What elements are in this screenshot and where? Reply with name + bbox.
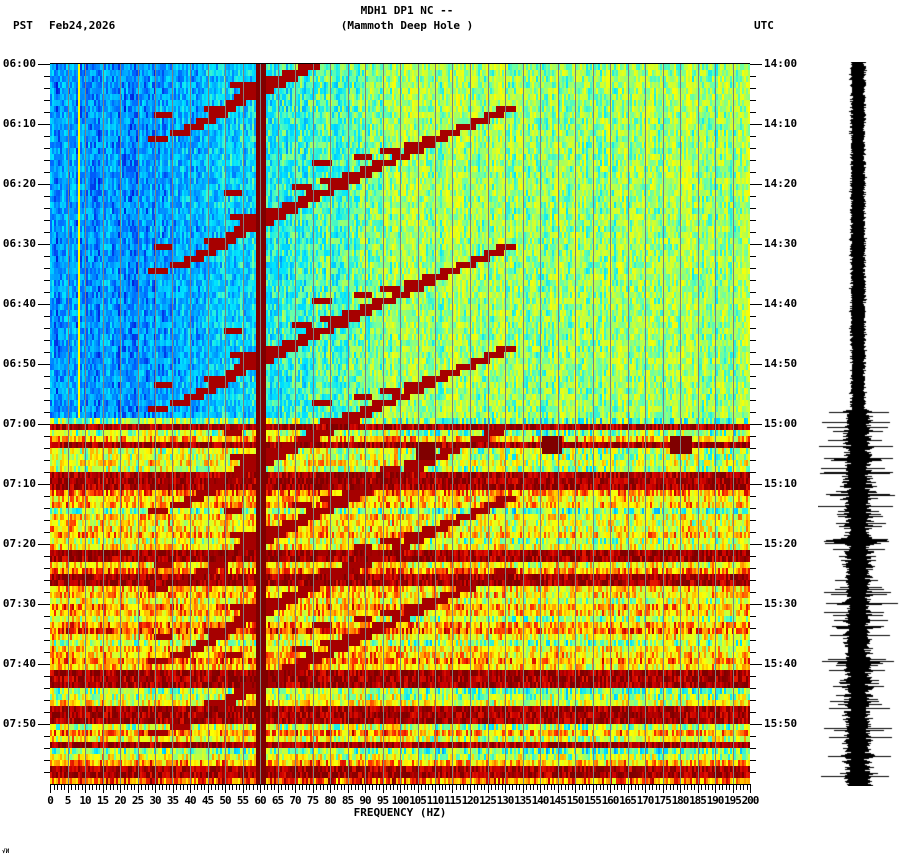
time-label-pst: 06:50	[2, 357, 36, 370]
right-timezone-label: UTC	[754, 19, 774, 32]
frequency-tick-label: 0	[47, 794, 54, 807]
frequency-tick-label: 100	[391, 794, 410, 807]
frequency-tick-label: 180	[671, 794, 690, 807]
left-timezone-label: PST	[13, 19, 33, 32]
location-title: (Mammoth Deep Hole )	[340, 19, 474, 32]
frequency-tick-label: 90	[359, 794, 371, 807]
time-label-utc: 15:40	[764, 657, 798, 670]
frequency-tick-label: 125	[479, 794, 497, 807]
time-label-utc: 14:10	[764, 117, 798, 130]
frequency-tick-label: 75	[306, 794, 319, 807]
time-label-utc: 14:50	[764, 357, 798, 370]
frequency-tick-label: 70	[289, 794, 301, 807]
time-label-utc: 15:20	[764, 537, 798, 550]
time-label-pst: 07:40	[2, 657, 36, 670]
frequency-tick-label: 150	[566, 794, 585, 807]
date-label: Feb24,2026	[49, 19, 116, 32]
time-label-pst: 07:20	[2, 537, 36, 550]
time-label-utc: 14:00	[764, 57, 798, 70]
seismogram-trace	[818, 62, 900, 786]
time-label-utc: 14:20	[764, 177, 798, 190]
frequency-tick-label: 55	[236, 794, 249, 807]
frequency-tick-label: 10	[79, 794, 91, 807]
frequency-tick-label: 60	[254, 794, 266, 807]
frequency-tick-label: 95	[376, 794, 389, 807]
time-label-pst: 06:00	[2, 57, 36, 70]
corner-logo-icon: √И	[2, 848, 10, 855]
frequency-tick-label: 80	[324, 794, 336, 807]
frequency-tick-label: 185	[689, 794, 707, 807]
time-label-pst: 06:10	[2, 117, 36, 130]
frequency-tick-label: 40	[184, 794, 196, 807]
frequency-tick-label: 25	[131, 794, 144, 807]
frequency-tick-label: 155	[584, 794, 602, 807]
time-label-pst: 07:00	[2, 417, 36, 430]
time-label-utc: 14:30	[764, 237, 798, 250]
frequency-tick-label: 175	[654, 794, 672, 807]
frequency-axis-title: FREQUENCY (HZ)	[353, 806, 447, 819]
frequency-tick-label: 15	[96, 794, 109, 807]
time-label-utc: 15:00	[764, 417, 798, 430]
frequency-tick-label: 35	[166, 794, 179, 807]
frequency-tick-label: 140	[531, 794, 550, 807]
plot-top-border	[50, 63, 750, 64]
frequency-tick-label: 65	[271, 794, 284, 807]
time-label-utc: 15:50	[764, 717, 798, 730]
frequency-tick-label: 145	[549, 794, 567, 807]
frequency-tick-label: 20	[114, 794, 126, 807]
frequency-tick-label: 195	[724, 794, 742, 807]
time-label-utc: 15:30	[764, 597, 798, 610]
spectrogram-heatmap	[50, 64, 750, 784]
frequency-tick-label: 200	[741, 794, 760, 807]
frequency-tick-label: 135	[514, 794, 532, 807]
time-label-pst: 07:30	[2, 597, 36, 610]
time-label-pst: 06:20	[2, 177, 36, 190]
frequency-tick-label: 110	[426, 794, 445, 807]
time-label-pst: 07:50	[2, 717, 36, 730]
time-label-utc: 14:40	[764, 297, 798, 310]
frequency-tick-label: 170	[636, 794, 655, 807]
frequency-tick-label: 30	[149, 794, 161, 807]
frequency-tick-label: 115	[444, 794, 462, 807]
station-title: MDH1 DP1 NC --	[360, 4, 454, 17]
frequency-tick-label: 5	[64, 794, 72, 807]
frequency-tick-label: 130	[496, 794, 515, 807]
frequency-tick-label: 120	[461, 794, 480, 807]
frequency-tick-label: 165	[619, 794, 637, 807]
frequency-tick-label: 105	[409, 794, 427, 807]
frequency-tick-label: 160	[601, 794, 620, 807]
time-label-pst: 07:10	[2, 477, 36, 490]
frequency-tick-label: 50	[219, 794, 231, 807]
time-label-utc: 15:10	[764, 477, 798, 490]
frequency-tick-label: 85	[341, 794, 354, 807]
frequency-tick-label: 45	[201, 794, 214, 807]
time-label-pst: 06:30	[2, 237, 36, 250]
time-label-pst: 06:40	[2, 297, 36, 310]
frequency-tick-label: 190	[706, 794, 725, 807]
